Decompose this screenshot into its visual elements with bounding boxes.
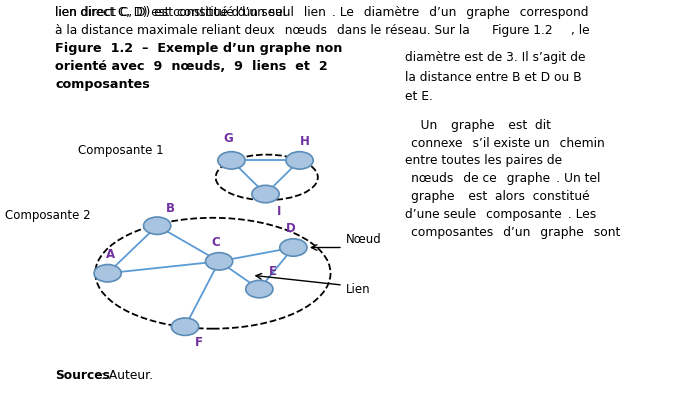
Text: d’une seule  composante . Les: d’une seule composante . Les [405,208,596,221]
Circle shape [280,239,307,256]
Circle shape [246,280,273,298]
Circle shape [286,152,313,169]
Text: Sources: Sources [55,369,110,382]
Text: composantes  d’un  graphe  sont: composantes d’un graphe sont [405,226,620,239]
Text: Lien: Lien [346,283,370,296]
Text: lien direct C, D) est constitué d’un seul  lien . Le  diamètre  d’un  graphe  co: lien direct C, D) est constitué d’un seu… [55,6,588,19]
Text: D: D [285,222,295,235]
Text: Nœud: Nœud [346,232,382,246]
Circle shape [218,152,245,169]
Text: G: G [223,131,234,145]
Text: H: H [300,135,309,148]
Text: : Auteur.: : Auteur. [101,369,153,382]
Text: à la distance maximale reliant deux  nœuds  dans le réseau. Sur la   Figure 1.2 : à la distance maximale reliant deux nœud… [55,24,590,37]
Text: diamètre est de 3. Il s’agit de: diamètre est de 3. Il s’agit de [405,51,586,65]
Text: B: B [166,202,175,215]
Circle shape [252,185,279,203]
Text: C: C [212,236,221,249]
Text: Un   graphe   est  dit: Un graphe est dit [405,119,551,132]
Circle shape [144,217,171,234]
Text: E: E [269,265,277,278]
Text: lien direct C, D) est constitué d’un seul: lien direct C, D) est constitué d’un seu… [55,6,289,19]
Text: nœuds  de ce  graphe . Un tel: nœuds de ce graphe . Un tel [405,172,600,185]
Text: graphe   est  alors  constitué: graphe est alors constitué [405,190,590,203]
Text: Figure  1.2  –  Exemple d’un graphe non
orienté avec  9  nœuds,  9  liens  et  2: Figure 1.2 – Exemple d’un graphe non ori… [55,42,343,91]
Text: Composante 2: Composante 2 [5,209,91,222]
Text: connexe  s’il existe un  chemin: connexe s’il existe un chemin [405,137,605,150]
Text: F: F [195,336,203,349]
Text: Composante 1: Composante 1 [78,144,163,157]
Text: A: A [106,248,115,261]
Circle shape [94,265,121,282]
Circle shape [172,318,199,335]
Circle shape [206,253,233,270]
Text: et E.: et E. [405,90,432,103]
Text: entre toutes les paires de: entre toutes les paires de [405,154,562,168]
Text: la distance entre B et D ou B: la distance entre B et D ou B [405,71,582,84]
Text: I: I [277,205,281,218]
